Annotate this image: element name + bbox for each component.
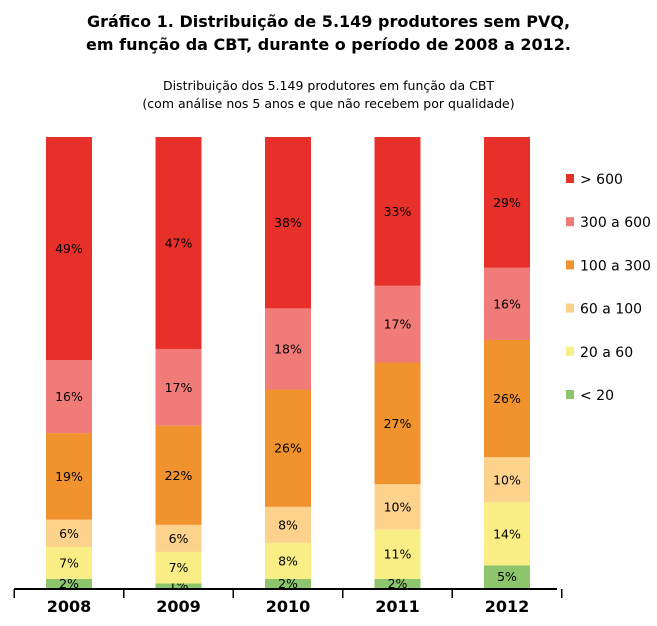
data-label-2008-1: 2%	[59, 576, 79, 591]
legend: > 600 300 a 600 100 a 300 60 a 100 20 a 60 < …	[566, 172, 651, 404]
bar-segment-2010-6	[265, 137, 311, 309]
data-label-2010-1: 2%	[278, 576, 298, 591]
x-tick-label-2011: 2011	[375, 597, 420, 616]
data-label-2010-2: 8%	[278, 553, 298, 568]
data-label-2012-3: 10%	[493, 472, 521, 487]
x-tick-label-2010: 2010	[266, 597, 311, 616]
bar-segment-2009-4	[155, 425, 202, 525]
data-label-2011-3: 10%	[384, 499, 412, 514]
x-tick-label-2009: 2009	[156, 597, 201, 616]
bar-segment-2009-3	[155, 524, 202, 552]
legend-label-1: > 600	[580, 172, 623, 188]
chart-title-line-1: Gráfico 1. Distribuição de 5.149 produto…	[86, 12, 571, 31]
bar-segment-2008-5	[46, 360, 92, 434]
bar-segment-2011-1	[374, 578, 421, 588]
data-label-2008-3: 6%	[59, 526, 79, 541]
legend-label-6: < 20	[580, 388, 614, 404]
legend-label-2: 300 a 600	[580, 215, 651, 231]
x-tick-label-2008: 2008	[47, 597, 92, 616]
bar-segment-2010-5	[265, 308, 311, 390]
legend-swatch-5	[566, 346, 574, 356]
legend-label-5: 20 a 60	[580, 345, 633, 361]
bar-segment-2009-5	[155, 348, 202, 426]
bar-segment-2009-2	[155, 551, 202, 584]
data-label-2012-6: 29%	[493, 195, 521, 210]
bar-segment-2012-2	[484, 502, 530, 566]
bar-segment-2011-4	[374, 362, 421, 485]
data-label-2011-6: 33%	[384, 204, 412, 219]
bar-segment-2012-6	[484, 137, 530, 268]
data-label-2008-2: 7%	[59, 555, 79, 570]
legend-swatch-2	[566, 217, 574, 227]
bar-segment-2008-2	[46, 547, 92, 579]
data-label-2010-5: 18%	[274, 341, 302, 356]
bar-segment-2008-3	[46, 519, 92, 547]
data-label-2011-2: 11%	[384, 547, 412, 562]
data-label-2009-3: 6%	[169, 531, 189, 546]
data-label-2009-6: 47%	[165, 235, 193, 250]
data-label-2009-5: 17%	[165, 380, 193, 395]
bar-segment-2010-4	[265, 389, 311, 507]
bar-segment-2010-2	[265, 542, 311, 579]
bar-segment-2008-6	[46, 137, 92, 361]
chart-title-line-2: em função da CBT, durante o período de 2…	[86, 35, 571, 54]
data-label-2010-6: 38%	[274, 215, 302, 230]
bar-segment-2011-3	[374, 484, 421, 530]
legend-swatch-4	[566, 303, 574, 313]
data-label-2012-4: 26%	[493, 391, 521, 406]
legend-swatch-1	[566, 174, 574, 183]
chart-subtitle-line-2: (com análise nos 5 anos e que não recebe…	[142, 96, 515, 111]
bar-segment-2008-4	[46, 433, 92, 520]
bar-segment-2012-3	[484, 457, 530, 503]
legend-label-4: 60 a 100	[580, 302, 642, 318]
legend-label-3: 100 a 300	[580, 258, 651, 274]
legend-swatch-6	[566, 390, 574, 399]
legend-swatch-3	[566, 260, 574, 270]
data-label-2012-5: 16%	[493, 296, 521, 311]
data-label-2009-4: 22%	[165, 468, 193, 483]
data-label-2012-2: 14%	[493, 526, 521, 541]
bar-segment-2010-1	[265, 578, 311, 588]
data-label-2011-5: 17%	[384, 317, 412, 332]
bar-segment-2010-3	[265, 506, 311, 543]
bar-segment-2008-1	[46, 578, 92, 588]
data-label-2009-2: 7%	[169, 560, 189, 575]
data-label-2011-4: 27%	[384, 416, 412, 431]
bar-segment-2009-6	[155, 137, 202, 349]
data-label-2008-4: 19%	[55, 469, 83, 484]
x-tick-label-2012: 2012	[485, 597, 530, 616]
data-label-2008-6: 49%	[55, 241, 83, 256]
data-label-2008-5: 16%	[55, 389, 83, 404]
bar-segment-2012-5	[484, 267, 530, 340]
bar-segment-2012-4	[484, 339, 530, 458]
bar-segment-2012-1	[484, 565, 530, 588]
bar-segment-2009-1	[155, 583, 202, 588]
bars-group: 2%7%6%19%16%49%1%7%6%22%17%47%2%8%8%26%1…	[46, 137, 530, 593]
data-label-2010-3: 8%	[278, 517, 298, 532]
chart-subtitle-line-1: Distribuição dos 5.149 produtores em fun…	[162, 78, 495, 93]
data-label-2011-1: 2%	[388, 576, 408, 591]
x-axis: 2008 2009 2010 2011 2012	[13, 588, 563, 616]
data-label-2012-1: 5%	[497, 569, 517, 584]
bar-segment-2011-5	[374, 285, 421, 363]
bar-segment-2011-6	[374, 137, 421, 286]
bar-segment-2011-2	[374, 529, 421, 579]
data-label-2010-4: 26%	[274, 441, 302, 456]
